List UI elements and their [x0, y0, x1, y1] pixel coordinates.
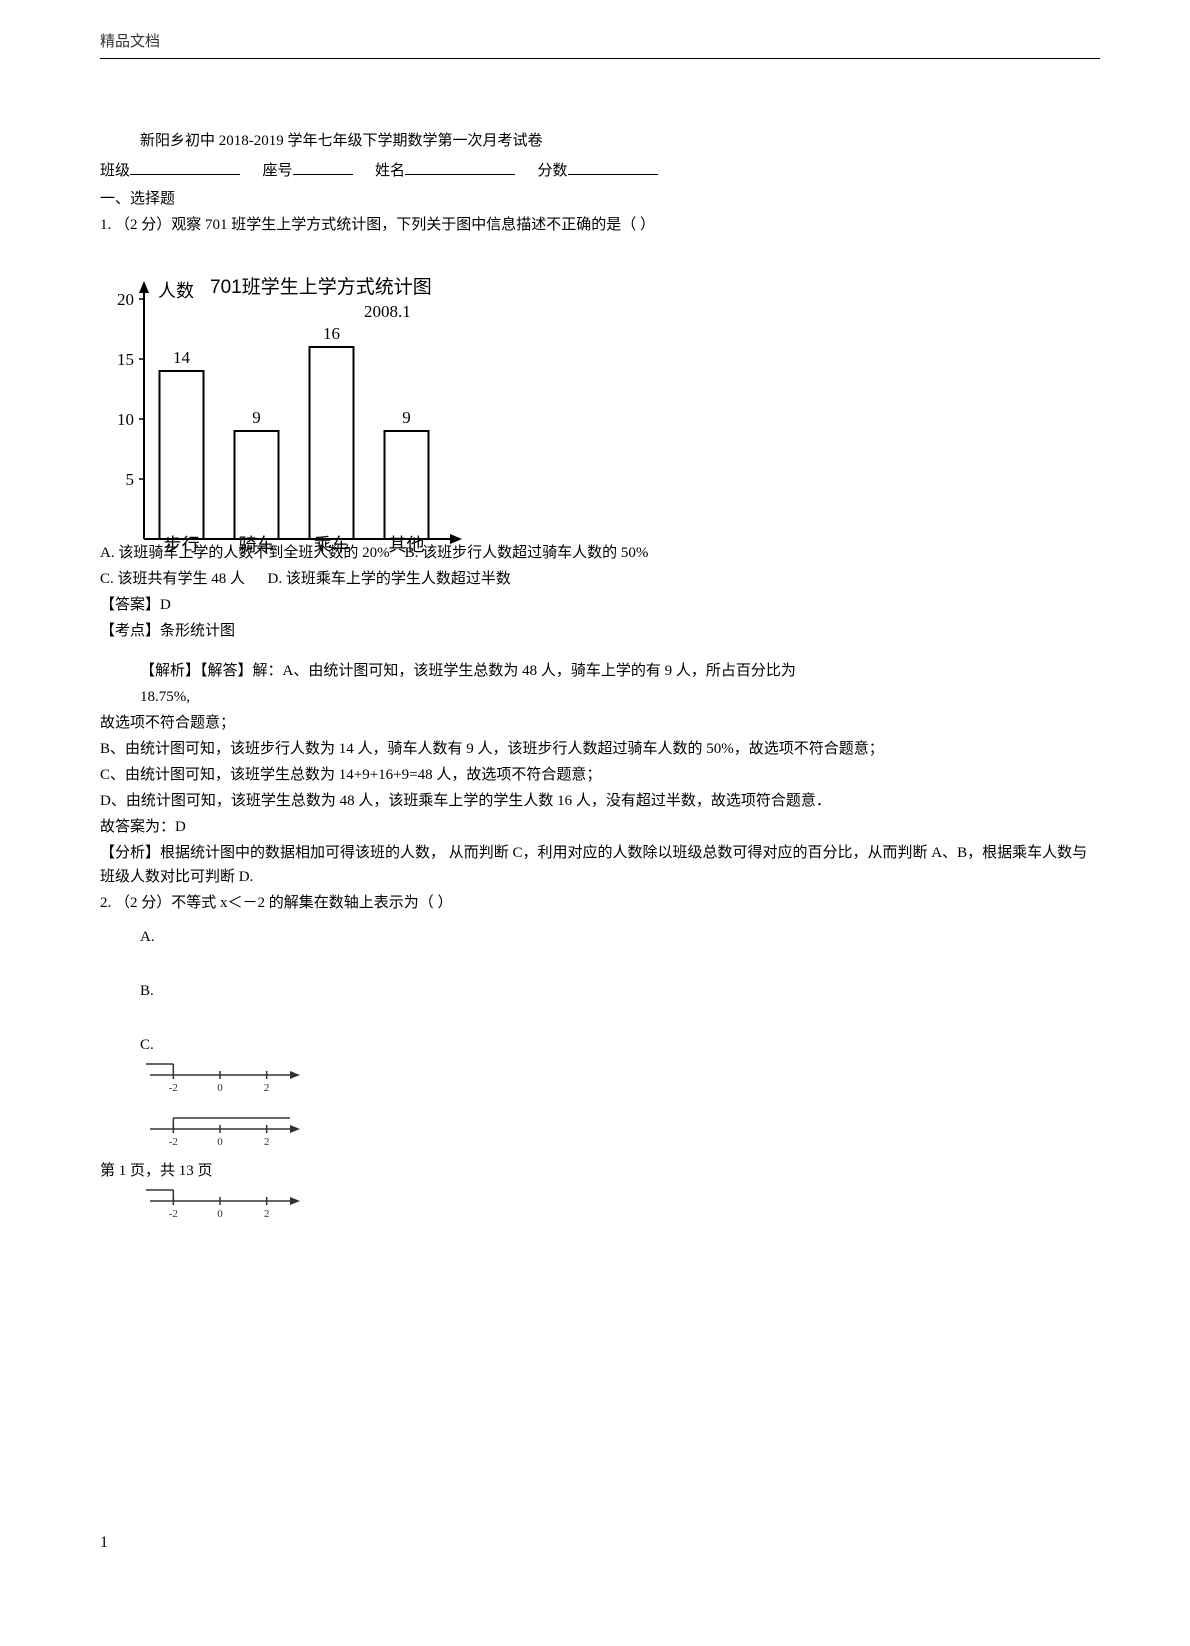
name-label: 姓名 — [375, 163, 405, 179]
q1-jiexi-5: D、由统计图可知，该班学生总数为 48 人，该班乘车上学的学生人数 16 人，没… — [100, 789, 1100, 813]
page-footer: 第 1 页，共 13 页 — [100, 1159, 1100, 1183]
q2-optB: B. — [100, 979, 1100, 1003]
svg-text:2: 2 — [264, 1082, 270, 1094]
svg-text:-2: -2 — [169, 1208, 178, 1220]
numline-svg-1: -2 0 2 — [140, 1061, 310, 1095]
form-line: 班级 座号 姓名 分数 — [100, 159, 1100, 183]
q1-jiexi-2: 故选项不符合题意； — [100, 711, 1100, 735]
svg-text:0: 0 — [217, 1082, 223, 1094]
svg-text:14: 14 — [173, 348, 191, 367]
q2-stem: 2. （2 分）不等式 x＜－2 的解集在数轴上表示为（ ） — [100, 891, 1100, 915]
page-number: 1 — [100, 1530, 108, 1556]
q1-optB: B. 该班步行人数超过骑车人数的 50% — [405, 545, 649, 561]
q1-jiexi-1: 【解析】【解答】解：A、由统计图可知，该班学生总数为 48 人，骑车上学的有 9… — [100, 659, 1100, 683]
q1-opt-line-cd: C. 该班共有学生 48 人 D. 该班乘车上学的学生人数超过半数 — [100, 567, 1100, 591]
q2-numline-1: -2 0 2 — [100, 1061, 1100, 1095]
exam-title: 新阳乡初中 2018-2019 学年七年级下学期数学第一次月考试卷 — [100, 129, 1100, 153]
svg-text:10: 10 — [117, 410, 134, 429]
q1-jiexi-1b: 18.75%, — [100, 685, 1100, 709]
svg-text:0: 0 — [217, 1208, 223, 1220]
class-label: 班级 — [100, 163, 130, 179]
svg-text:2: 2 — [264, 1208, 270, 1220]
svg-text:9: 9 — [402, 408, 411, 427]
svg-text:-2: -2 — [169, 1136, 178, 1148]
q1-optC: C. 该班共有学生 48 人 — [100, 571, 245, 587]
q1-jiexi-3: B、由统计图可知，该班步行人数为 14 人，骑车人数有 9 人，该班步行人数超过… — [100, 737, 1100, 761]
q2-optC: C. — [100, 1033, 1100, 1057]
seat-label: 座号 — [263, 163, 293, 179]
name-blank — [405, 160, 515, 175]
bar-chart-svg: 人数5101520701班学生上学方式统计图2008.114步行9骑车16乘车9… — [100, 267, 470, 569]
score-blank — [568, 160, 658, 175]
q1-optA: A. 该班骑车上学的人数不到全班人数的 20% — [100, 545, 390, 561]
svg-text:-2: -2 — [169, 1082, 178, 1094]
class-blank — [130, 160, 240, 175]
q1-jiexi-6: 故答案为：D — [100, 815, 1100, 839]
q2-options: A. B. C. -2 0 2 -2 0 2 第 1 页，共 13 页 -2 0 2 — [100, 925, 1100, 1221]
seat-blank — [293, 160, 353, 175]
svg-text:15: 15 — [117, 350, 134, 369]
q1-options: A. 该班骑车上学的人数不到全班人数的 20% B. 该班步行人数超过骑车人数的… — [100, 541, 1100, 591]
q1-fenxi: 【分析】根据统计图中的数据相加可得该班的人数， 从而判断 C，利用对应的人数除以… — [100, 841, 1100, 889]
svg-text:2008.1: 2008.1 — [364, 302, 411, 321]
svg-text:2: 2 — [264, 1136, 270, 1148]
svg-text:9: 9 — [252, 408, 261, 427]
q1-stem: 1. （2 分）观察 701 班学生上学方式统计图，下列关于图中信息描述不正确的… — [100, 213, 1100, 237]
numline-svg-3: -2 0 2 — [140, 1187, 310, 1221]
svg-text:0: 0 — [217, 1136, 223, 1148]
q1-jiexi-4: C、由统计图可知，该班学生总数为 14+9+16+9=48 人，故选项不符合题意… — [100, 763, 1100, 787]
section-1-heading: 一、选择题 — [100, 187, 1100, 211]
q2-optA: A. — [100, 925, 1100, 949]
svg-text:701班学生上学方式统计图: 701班学生上学方式统计图 — [210, 276, 432, 298]
svg-text:20: 20 — [117, 290, 134, 309]
q1-bar-chart: 人数5101520701班学生上学方式统计图2008.114步行9骑车16乘车9… — [100, 267, 470, 569]
q1-optD: D. 该班乘车上学的学生人数超过半数 — [268, 571, 511, 587]
svg-text:5: 5 — [126, 470, 135, 489]
q1-answer: 【答案】D — [100, 593, 1100, 617]
svg-text:16: 16 — [323, 324, 340, 343]
q1-kaodian: 【考点】条形统计图 — [100, 619, 1100, 643]
header-text: 精品文档 — [100, 34, 160, 50]
q1-opt-line-ab: A. 该班骑车上学的人数不到全班人数的 20% B. 该班步行人数超过骑车人数的… — [100, 541, 1100, 565]
q2-numline-2: -2 0 2 — [100, 1115, 1100, 1149]
svg-text:人数: 人数 — [158, 281, 194, 301]
doc-header: 精品文档 — [100, 30, 1100, 59]
q2-numline-3: -2 0 2 — [100, 1187, 1100, 1221]
numline-svg-2: -2 0 2 — [140, 1115, 310, 1149]
q1-answer-block: 【答案】D 【考点】条形统计图 【解析】【解答】解：A、由统计图可知，该班学生总… — [100, 593, 1100, 889]
score-label: 分数 — [538, 163, 568, 179]
